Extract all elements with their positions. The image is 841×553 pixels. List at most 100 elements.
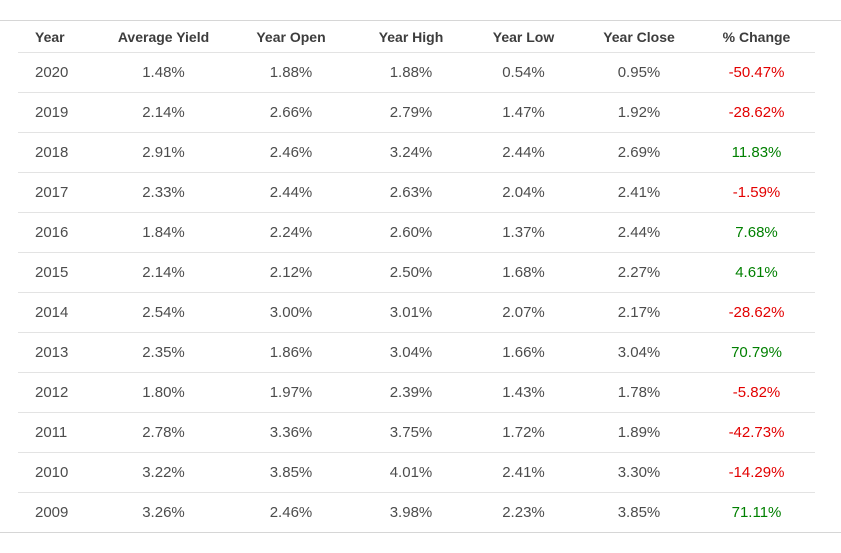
column-header-year-low: Year Low xyxy=(467,21,580,53)
cell-year: 2011 xyxy=(18,412,100,453)
cell-year-high: 3.75% xyxy=(355,412,467,453)
cell-year-open: 2.24% xyxy=(227,212,355,253)
table-row-2015: 2015 2.14% 2.12% 2.50% 1.68% 2.27% 4.61% xyxy=(18,252,815,293)
cell-percent-change: -1.59% xyxy=(698,172,815,213)
cell-percent-change: -5.82% xyxy=(698,372,815,413)
cell-year: 2014 xyxy=(18,292,100,333)
table-row-2010: 2010 3.22% 3.85% 4.01% 2.41% 3.30% -14.29% xyxy=(18,452,815,493)
table-row-2016: 2016 1.84% 2.24% 2.60% 1.37% 2.44% 7.68% xyxy=(18,212,815,253)
cell-average-yield: 2.33% xyxy=(100,172,227,213)
cell-year-high: 2.63% xyxy=(355,172,467,213)
cell-percent-change: -28.62% xyxy=(698,292,815,333)
cell-percent-change: 11.83% xyxy=(698,132,815,173)
cell-year-close: 3.04% xyxy=(580,332,698,373)
table-header: Year Average Yield Year Open Year High Year … xyxy=(18,21,815,53)
cell-percent-change: -42.73% xyxy=(698,412,815,453)
cell-year: 2015 xyxy=(18,252,100,293)
table-row-2017: 2017 2.33% 2.44% 2.63% 2.04% 2.41% -1.59% xyxy=(18,172,815,213)
cell-year-high: 4.01% xyxy=(355,452,467,493)
cell-percent-change: -28.62% xyxy=(698,92,815,133)
table-body: 2020 1.48% 1.88% 1.88% 0.54% 0.95% -50.47% 2019… xyxy=(18,52,815,533)
cell-year-close: 2.17% xyxy=(580,292,698,333)
top-divider xyxy=(0,20,841,21)
cell-year: 2020 xyxy=(18,52,100,93)
cell-year-open: 1.86% xyxy=(227,332,355,373)
cell-average-yield: 2.54% xyxy=(100,292,227,333)
cell-year-low: 1.66% xyxy=(467,332,580,373)
cell-year-high: 2.50% xyxy=(355,252,467,293)
cell-percent-change: 71.11% xyxy=(731,504,782,521)
cell-year-close: 1.92% xyxy=(580,92,698,133)
cell-percent-change: 7.68% xyxy=(698,212,815,253)
cell-average-yield: 2.35% xyxy=(100,332,227,373)
table-row-2009: 2009 3.26% 2.46% 3.98% 2.23% 3.85% 71.11% xyxy=(18,493,815,533)
cell-year: 2010 xyxy=(18,452,100,493)
cell-percent-change: 70.79% xyxy=(698,332,815,373)
cell-year-open: 3.85% xyxy=(227,452,355,493)
table-row-2020: 2020 1.48% 1.88% 1.88% 0.54% 0.95% -50.47% xyxy=(18,52,815,93)
cell-year: 2019 xyxy=(18,92,100,133)
cell-year-close: 2.27% xyxy=(580,252,698,293)
cell-year-low: 1.68% xyxy=(467,252,580,293)
column-header-year-open: Year Open xyxy=(227,21,355,53)
cell-year-open: 1.97% xyxy=(227,372,355,413)
cell-percent-change: -50.47% xyxy=(698,52,815,93)
cell-average-yield: 2.91% xyxy=(100,132,227,173)
cell-year-open: 1.88% xyxy=(227,52,355,93)
cell-year: 2013 xyxy=(18,332,100,373)
cell-year-close: 3.85% xyxy=(617,504,661,521)
cell-year-low: 2.07% xyxy=(467,292,580,333)
cell-percent-change: 4.61% xyxy=(698,252,815,293)
cell-year-open: 3.00% xyxy=(227,292,355,333)
cell-year-high: 2.39% xyxy=(355,372,467,413)
cell-year-close: 0.95% xyxy=(580,52,698,93)
cell-year-close: 3.30% xyxy=(580,452,698,493)
cell-year-high: 3.04% xyxy=(355,332,467,373)
cell-average-yield: 2.14% xyxy=(100,252,227,293)
cell-year: 2017 xyxy=(18,172,100,213)
table-row-2013: 2013 2.35% 1.86% 3.04% 1.66% 3.04% 70.79% xyxy=(18,332,815,373)
cell-average-yield: 1.84% xyxy=(100,212,227,253)
cell-year-high: 3.98% xyxy=(389,504,433,521)
cell-year-close: 1.89% xyxy=(580,412,698,453)
cell-year-low: 2.41% xyxy=(467,452,580,493)
cell-year-close: 2.44% xyxy=(580,212,698,253)
cell-year-high: 1.88% xyxy=(355,52,467,93)
cell-year-low: 1.72% xyxy=(467,412,580,453)
cell-year-high: 2.79% xyxy=(355,92,467,133)
cell-year-open: 2.66% xyxy=(227,92,355,133)
cell-year: 2018 xyxy=(18,132,100,173)
cell-year: 2009 xyxy=(35,504,69,521)
cell-year-open: 2.46% xyxy=(269,504,313,521)
cell-percent-change: -14.29% xyxy=(698,452,815,493)
table-row-2011: 2011 2.78% 3.36% 3.75% 1.72% 1.89% -42.73% xyxy=(18,412,815,453)
cell-year-low: 1.47% xyxy=(467,92,580,133)
cell-year: 2016 xyxy=(18,212,100,253)
table-header-row: Year Average Yield Year Open Year High Year … xyxy=(18,21,815,53)
column-header-year-close: Year Close xyxy=(580,21,698,53)
cell-average-yield: 1.48% xyxy=(100,52,227,93)
annual-yield-table: Year Average Yield Year Open Year High Year … xyxy=(18,21,815,532)
cell-year-low: 2.23% xyxy=(502,504,545,521)
cell-year-open: 3.36% xyxy=(227,412,355,453)
cell-average-yield: 3.26% xyxy=(142,504,185,521)
table-row-2012: 2012 1.80% 1.97% 2.39% 1.43% 1.78% -5.82% xyxy=(18,372,815,413)
column-header-average-yield: Average Yield xyxy=(100,21,227,53)
cell-year-high: 2.60% xyxy=(355,212,467,253)
cell-average-yield: 3.22% xyxy=(100,452,227,493)
cell-year-close: 2.69% xyxy=(580,132,698,173)
column-header-percent-change: % Change xyxy=(698,21,815,53)
table-row-2019: 2019 2.14% 2.66% 2.79% 1.47% 1.92% -28.62% xyxy=(18,92,815,133)
cell-year: 2012 xyxy=(18,372,100,413)
cell-year-low: 1.37% xyxy=(467,212,580,253)
cell-year-close: 1.78% xyxy=(580,372,698,413)
cell-year-high: 3.24% xyxy=(355,132,467,173)
cell-year-low: 2.44% xyxy=(467,132,580,173)
table-row-2014: 2014 2.54% 3.00% 3.01% 2.07% 2.17% -28.62% xyxy=(18,292,815,333)
yield-table-page: Year Average Yield Year Open Year High Year … xyxy=(0,20,841,533)
cell-year-open: 2.46% xyxy=(227,132,355,173)
cell-year-close: 2.41% xyxy=(580,172,698,213)
cell-year-open: 2.44% xyxy=(227,172,355,213)
column-header-year-high: Year High xyxy=(355,21,467,53)
cell-year-low: 0.54% xyxy=(467,52,580,93)
